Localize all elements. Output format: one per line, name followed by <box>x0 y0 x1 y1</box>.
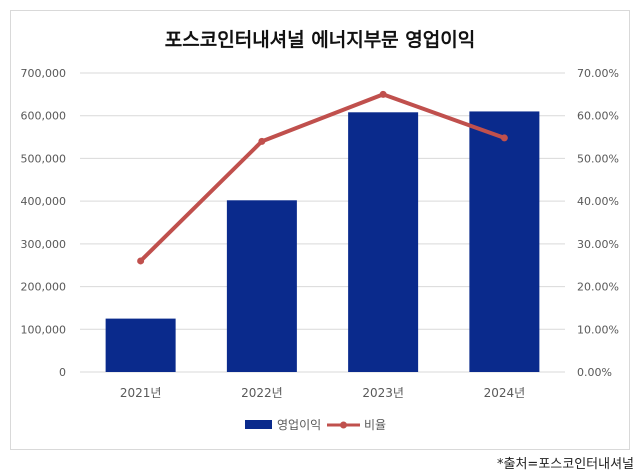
ratio-point-1 <box>137 257 145 265</box>
y-right-tick-label: 70.00% <box>577 67 619 80</box>
y-left-tick-label: 500,000 <box>21 152 67 165</box>
source-note: *출처=포스코인터내셔널 <box>497 457 634 472</box>
bar-1 <box>105 318 176 372</box>
y-right-tick-label: 20.00% <box>577 281 619 294</box>
ratio-point-3 <box>379 90 387 98</box>
y-right-tick-label: 10.00% <box>577 323 619 336</box>
y-left-tick-label: 300,000 <box>21 238 67 251</box>
legend-swatch-bar <box>245 420 272 429</box>
bar-2 <box>226 200 297 372</box>
x-tick-label: 2023년 <box>362 386 404 400</box>
bar-3 <box>348 112 419 372</box>
x-tick-label: 2021년 <box>120 386 162 400</box>
y-right-tick-label: 30.00% <box>577 238 619 251</box>
y-left-tick-label: 200,000 <box>21 281 67 294</box>
y-right-tick-label: 0.00% <box>577 366 612 379</box>
legend-swatch-marker <box>340 421 347 429</box>
y-right-tick-label: 60.00% <box>577 110 619 123</box>
y-left-tick-label: 700,000 <box>21 67 67 80</box>
legend-label-line: 비율 <box>364 418 386 432</box>
x-tick-label: 2022년 <box>241 386 283 400</box>
ratio-point-4 <box>500 134 508 142</box>
y-right-tick-label: 50.00% <box>577 152 619 165</box>
y-right-tick-label: 40.00% <box>577 195 619 208</box>
y-left-tick-label: 600,000 <box>21 110 67 123</box>
ratio-point-2 <box>258 137 266 145</box>
y-left-tick-label: 100,000 <box>21 323 67 336</box>
y-left-tick-label: 0 <box>59 366 66 379</box>
x-tick-label: 2024년 <box>484 386 526 400</box>
y-left-tick-label: 400,000 <box>21 195 67 208</box>
bar-4 <box>469 111 540 372</box>
ratio-line <box>138 92 507 263</box>
chart-title: 포스코인터내셔널 에너지부문 영업이익 <box>165 29 475 51</box>
legend-label-bar: 영업이익 <box>277 418 321 432</box>
